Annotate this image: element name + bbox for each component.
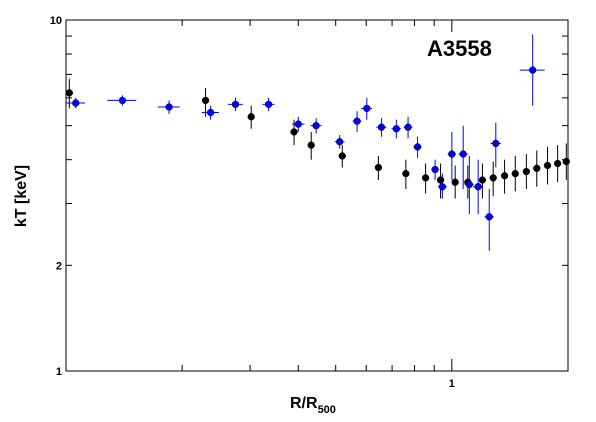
axis-ticks (65, 19, 569, 372)
data-point (448, 150, 456, 158)
data-point (459, 150, 467, 158)
x-axis-label-main: R/R (290, 395, 318, 412)
y-tick-label: 10 (50, 15, 62, 27)
data-point (438, 183, 447, 191)
x-axis-label-subscript: 500 (318, 404, 336, 416)
data-point (374, 163, 383, 172)
data-point (529, 66, 537, 74)
data-point (165, 103, 173, 111)
data-point (562, 157, 570, 166)
chart-annotation: A3558 (427, 36, 492, 61)
data-point (533, 164, 541, 172)
data-point (312, 122, 320, 130)
x-tick-labels: 1 (449, 378, 455, 390)
data-point (451, 178, 459, 186)
data-point (413, 143, 422, 151)
data-point (404, 123, 412, 131)
plot-frame (65, 19, 569, 372)
data-point (543, 161, 552, 170)
data-point (294, 120, 302, 128)
data-point (65, 89, 73, 97)
data-point (474, 183, 482, 191)
data-point (336, 138, 344, 146)
y-tick-label: 2 (56, 260, 62, 272)
data-point (436, 176, 445, 184)
data-point (489, 174, 497, 182)
data-points (65, 66, 570, 221)
data-point (465, 180, 473, 189)
data-point (511, 169, 519, 178)
data-point (402, 169, 410, 178)
data-point (500, 172, 509, 180)
data-point (290, 128, 298, 136)
x-axis-label: R/R500 (290, 395, 336, 416)
data-point (522, 167, 531, 176)
data-point (201, 96, 210, 105)
data-point (231, 100, 240, 109)
data-point (392, 125, 400, 133)
data-point (492, 139, 500, 148)
data-point (553, 159, 562, 168)
y-tick-labels: 10 2 1 (50, 15, 62, 378)
data-point (338, 152, 346, 160)
x-tick-label: 1 (449, 378, 455, 390)
data-point (118, 96, 127, 105)
data-point (247, 113, 255, 121)
y-axis-label: kT [keV] (13, 165, 30, 227)
data-point (72, 99, 80, 107)
data-point (478, 176, 487, 184)
data-point (264, 100, 273, 109)
data-point (206, 108, 215, 117)
data-point (307, 141, 315, 149)
data-point (431, 165, 439, 174)
data-point (377, 123, 386, 131)
data-point (421, 174, 430, 182)
data-point (363, 104, 371, 113)
data-point (485, 213, 493, 221)
data-point (353, 117, 361, 125)
y-tick-label: 1 (56, 366, 62, 378)
